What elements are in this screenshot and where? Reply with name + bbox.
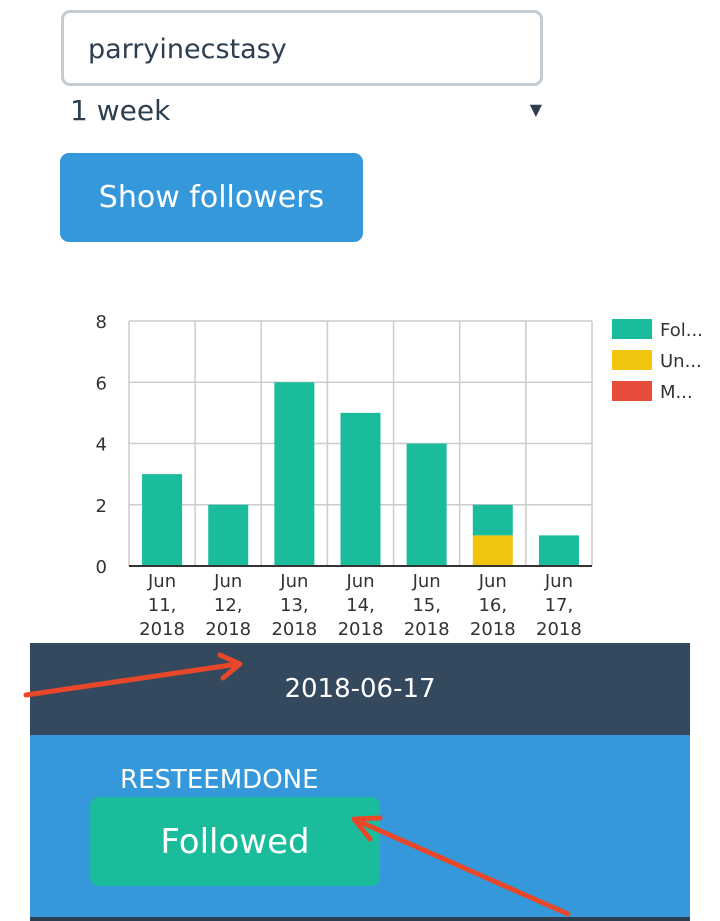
chart-svg: 0 2 4 6 8 Jun 11, 2018 Jun 12, 2018 Jun 13, 2018 Jun 14… bbox=[96, 312, 703, 640]
legend-label: M... bbox=[660, 382, 693, 403]
x-tick-label: 2018 bbox=[205, 619, 251, 640]
dropdown-arrow-icon: ▼ bbox=[529, 100, 542, 119]
x-tick-label: Jun bbox=[544, 571, 573, 592]
period-select[interactable]: 1 week ▼ bbox=[66, 92, 550, 132]
x-tick-label: 2018 bbox=[271, 619, 317, 640]
x-tick-label: Jun bbox=[213, 571, 242, 592]
x-tick-label: 13, bbox=[280, 595, 309, 616]
bar-fol bbox=[340, 412, 381, 566]
x-tick-label: 2018 bbox=[139, 619, 185, 640]
legend-swatch bbox=[612, 319, 652, 339]
x-tick-label: Jun bbox=[279, 571, 308, 592]
followers-chart: 0 2 4 6 8 Jun 11, 2018 Jun 12, 2018 Jun 13, 2018 Jun 14… bbox=[0, 300, 720, 645]
bar-fol bbox=[274, 382, 315, 566]
x-tick-label: 2018 bbox=[338, 619, 384, 640]
legend-swatch bbox=[612, 381, 652, 401]
legend-label: Fol... bbox=[660, 320, 703, 341]
followed-badge: Followed bbox=[90, 797, 380, 886]
x-tick-label: 2018 bbox=[470, 619, 516, 640]
y-tick-label: 0 bbox=[96, 557, 107, 578]
x-tick-label: 11, bbox=[148, 595, 177, 616]
x-tick-label: Jun bbox=[345, 571, 374, 592]
x-tick-label: 2018 bbox=[536, 619, 582, 640]
x-tick-label: 2018 bbox=[404, 619, 450, 640]
legend-swatch bbox=[612, 350, 652, 370]
x-tick-label: Jun bbox=[478, 571, 507, 592]
event-date: 2018-06-17 bbox=[284, 674, 436, 704]
x-tick-label: 16, bbox=[478, 595, 507, 616]
bar-un bbox=[472, 535, 513, 566]
x-tick-label: 15, bbox=[412, 595, 441, 616]
username-field[interactable] bbox=[61, 10, 543, 86]
y-tick-label: 4 bbox=[96, 435, 107, 456]
y-tick-label: 6 bbox=[96, 373, 107, 394]
x-tick-label: 12, bbox=[214, 595, 243, 616]
legend-label: Un... bbox=[660, 351, 702, 372]
period-select-value: 1 week bbox=[70, 94, 171, 127]
y-tick-label: 8 bbox=[96, 312, 107, 333]
event-username[interactable]: RESTEEMDONE bbox=[120, 765, 319, 795]
username-input[interactable] bbox=[88, 31, 508, 67]
x-tick-label: Jun bbox=[412, 571, 441, 592]
show-followers-button[interactable]: Show followers bbox=[60, 153, 363, 242]
bar-fol bbox=[208, 504, 249, 566]
x-tick-label: 14, bbox=[346, 595, 375, 616]
bar-fol bbox=[472, 504, 513, 536]
bar-fol bbox=[538, 535, 579, 566]
bar-fol bbox=[406, 443, 447, 566]
x-tick-label: Jun bbox=[147, 571, 176, 592]
event-date-header: 2018-06-17 bbox=[30, 643, 690, 735]
y-tick-label: 2 bbox=[96, 496, 107, 517]
event-panel: RESTEEMDONE Followed bbox=[30, 735, 690, 921]
divider bbox=[30, 917, 690, 921]
bar-fol bbox=[142, 474, 183, 566]
x-tick-label: 17, bbox=[545, 595, 574, 616]
